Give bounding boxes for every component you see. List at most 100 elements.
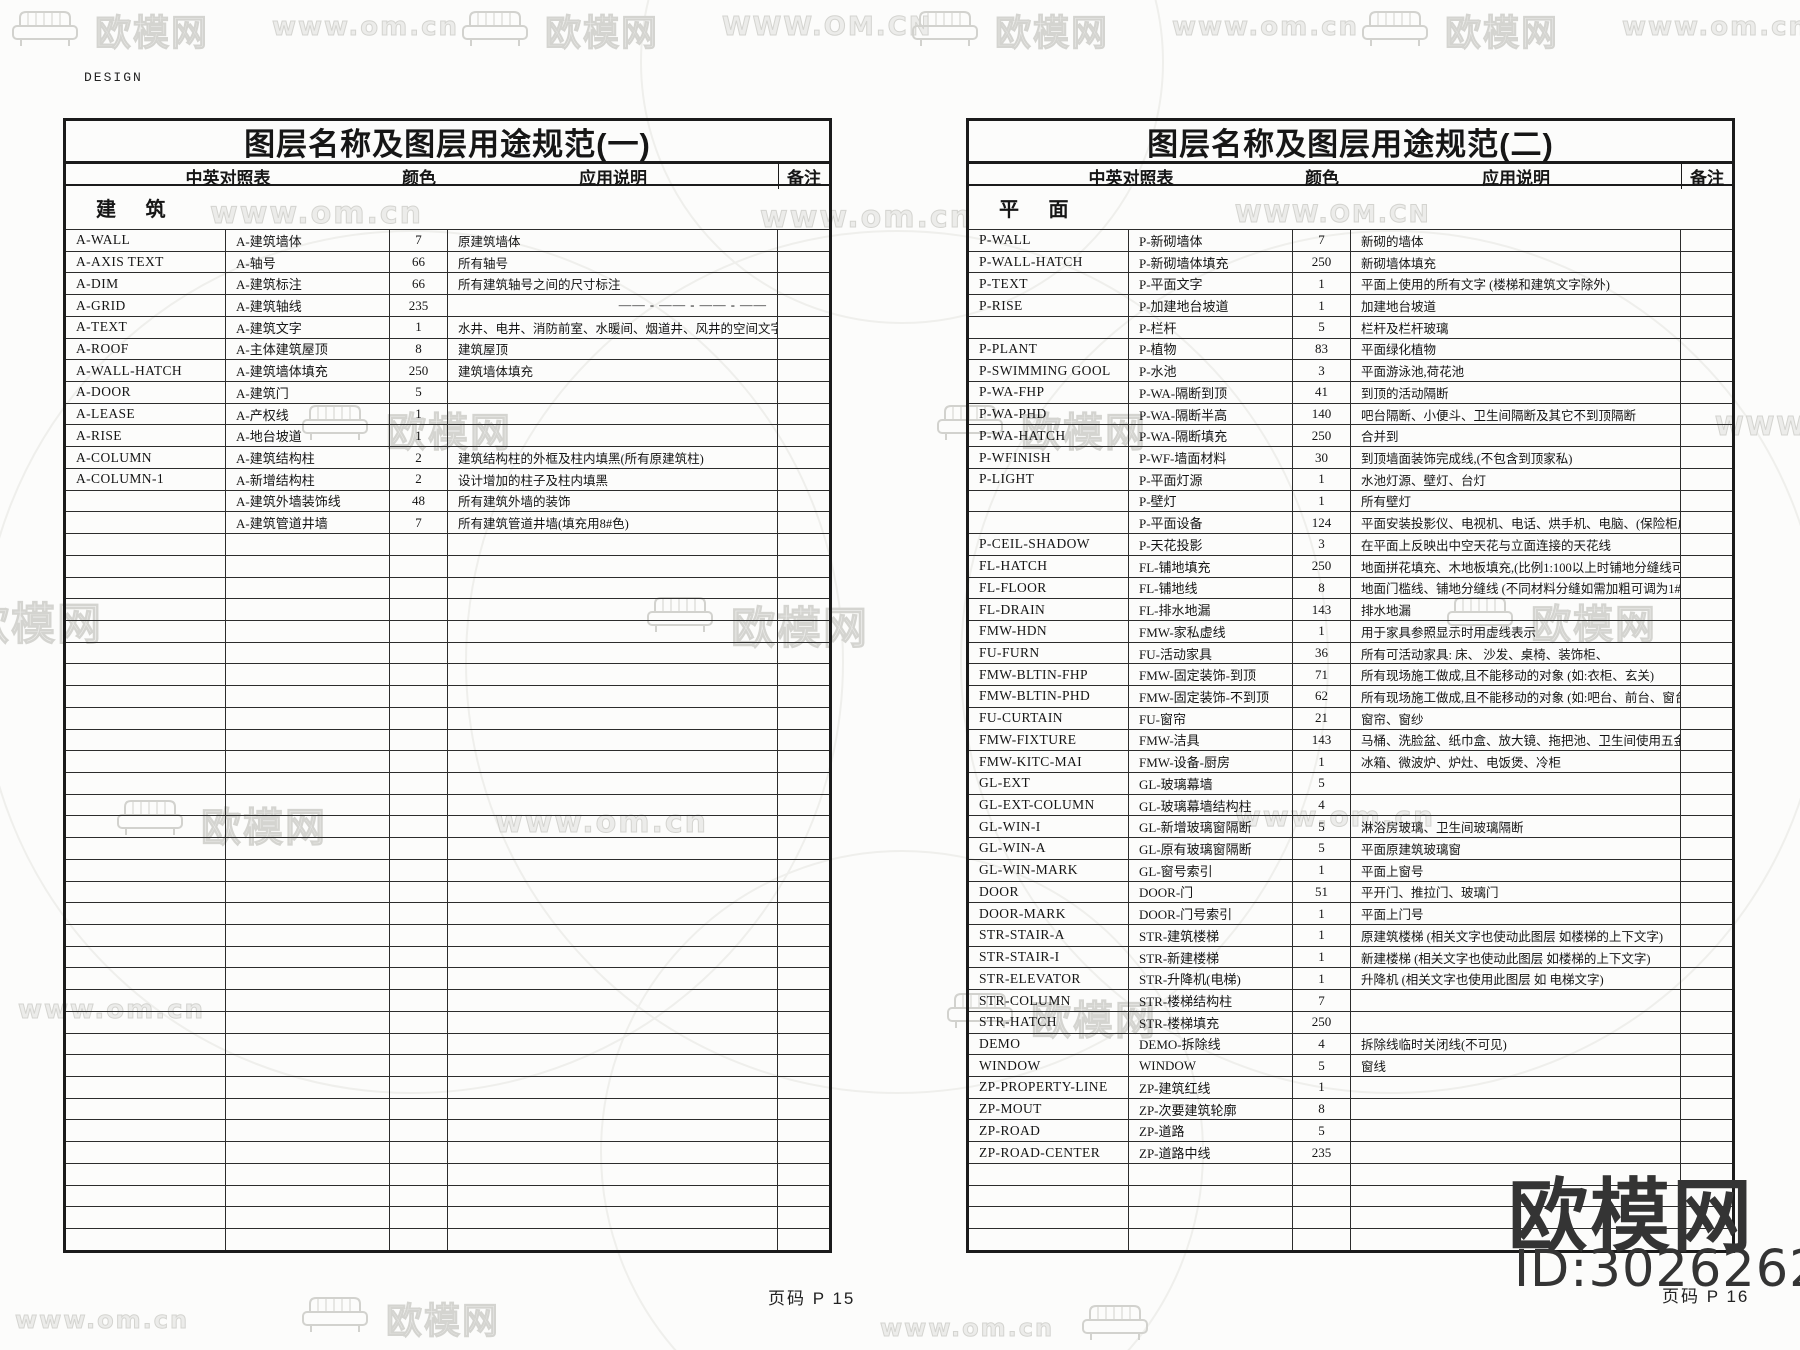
layer-name-en: WINDOW bbox=[969, 1055, 1129, 1077]
layer-color: 250 bbox=[1293, 251, 1351, 273]
layer-color: 1 bbox=[1293, 903, 1351, 924]
layer-color bbox=[390, 1033, 448, 1055]
layer-usage bbox=[448, 425, 778, 447]
remark-cell bbox=[1681, 903, 1732, 924]
layer-color: 5 bbox=[1293, 838, 1351, 859]
layer-name-cn bbox=[226, 686, 390, 707]
remark-cell bbox=[1681, 556, 1732, 577]
layer-name-en bbox=[66, 1033, 226, 1055]
layer-name-en bbox=[66, 903, 226, 924]
remark-cell bbox=[1681, 1077, 1732, 1098]
remark-cell bbox=[778, 990, 829, 1011]
watermark-text: 欧模网 bbox=[994, 13, 1110, 55]
layer-usage bbox=[448, 1055, 778, 1077]
layer-usage bbox=[448, 620, 778, 642]
layer-usage bbox=[448, 1098, 778, 1120]
layer-usage bbox=[448, 794, 778, 816]
watermark-text: 欧模网 bbox=[94, 13, 210, 55]
layer-usage: 冰箱、微波炉、炉灶、电饭煲、冷柜 bbox=[1351, 751, 1681, 772]
layer-usage bbox=[448, 1011, 778, 1033]
sofa-logo-icon bbox=[910, 6, 980, 50]
layer-name-cn: ZP-建筑红线 bbox=[1129, 1077, 1293, 1098]
layer-color: 7 bbox=[390, 230, 448, 251]
remark-cell bbox=[778, 751, 829, 772]
layer-usage bbox=[448, 1207, 778, 1229]
remark-cell bbox=[1681, 425, 1732, 446]
watermark-text: www.om.cn bbox=[14, 1306, 190, 1335]
layer-color bbox=[390, 903, 448, 924]
layer-usage bbox=[1351, 772, 1681, 794]
layer-name-en bbox=[66, 751, 226, 772]
remark-cell bbox=[778, 317, 829, 338]
layer-usage: 平面游泳池,荷花池 bbox=[1351, 360, 1681, 382]
table-row: P-SWIMMING GOOL P-水池 3 平面游泳池,荷花池 bbox=[969, 359, 1732, 382]
layer-name-cn: ZP-次要建筑轮廓 bbox=[1129, 1098, 1293, 1120]
remark-cell bbox=[1681, 273, 1732, 294]
layer-color bbox=[390, 1098, 448, 1120]
layer-name-en: P-PLANT bbox=[969, 338, 1129, 360]
layer-name-en bbox=[969, 1163, 1129, 1185]
layer-usage: 在平面上反映出中空天花与立面连接的天花线 bbox=[1351, 534, 1681, 555]
layer-name-cn bbox=[226, 838, 390, 859]
column-header-usage: 应用说明 bbox=[579, 169, 647, 188]
layer-color: 7 bbox=[1293, 230, 1351, 251]
layer-usage bbox=[1351, 794, 1681, 816]
layer-usage bbox=[448, 403, 778, 425]
empty-row bbox=[66, 967, 829, 990]
layer-name-cn bbox=[226, 903, 390, 924]
layer-color: 1 bbox=[1293, 490, 1351, 512]
layer-name-en bbox=[66, 1055, 226, 1077]
layer-color: 41 bbox=[1293, 382, 1351, 403]
layer-name-en bbox=[66, 1120, 226, 1142]
layer-color bbox=[390, 1011, 448, 1033]
layer-name-en bbox=[66, 772, 226, 794]
remark-cell bbox=[1681, 512, 1732, 533]
empty-row bbox=[66, 793, 829, 816]
layer-color: 5 bbox=[1293, 816, 1351, 838]
table-row: A-AXIS TEXT A-轴号 66 所有轴号 bbox=[66, 250, 829, 273]
layer-name-en bbox=[969, 316, 1129, 338]
layer-name-cn bbox=[226, 642, 390, 664]
layer-name-en bbox=[66, 729, 226, 751]
remark-cell bbox=[778, 643, 829, 664]
layer-color bbox=[390, 1229, 448, 1250]
layer-usage bbox=[448, 859, 778, 881]
remark-cell bbox=[1681, 708, 1732, 729]
spec-page-2: 图层名称及图层用途规范(二) 中英对照表 颜色 应用说明 备注 平 面 P-WA… bbox=[966, 118, 1735, 1253]
layer-name-cn bbox=[226, 1207, 390, 1229]
layer-usage: 所有现场施工做成,且不能移动的对象 (如:衣柜、玄关) bbox=[1351, 664, 1681, 686]
layer-color: 5 bbox=[1293, 772, 1351, 794]
layer-usage: 平面原建筑玻璃窗 bbox=[1351, 838, 1681, 859]
layer-usage: 建筑墙体填充 bbox=[448, 360, 778, 382]
layer-name-en: A-ROOF bbox=[66, 338, 226, 360]
layer-color bbox=[390, 599, 448, 620]
remark-cell bbox=[1681, 491, 1732, 512]
sofa-logo-icon bbox=[1360, 6, 1430, 50]
layer-color bbox=[390, 968, 448, 990]
layer-name-cn: P-天花投影 bbox=[1129, 534, 1293, 555]
sofa-logo-icon bbox=[300, 1292, 370, 1336]
layer-color: 140 bbox=[1293, 403, 1351, 425]
layer-usage bbox=[1351, 1163, 1681, 1185]
layer-name-en bbox=[66, 968, 226, 990]
layer-name-en: P-TEXT bbox=[969, 273, 1129, 295]
layer-color: 7 bbox=[390, 512, 448, 534]
table-row: A-DOOR A-建筑门 5 bbox=[66, 381, 829, 403]
remark-cell bbox=[778, 1034, 829, 1055]
section-label: 平 面 bbox=[999, 199, 1081, 221]
empty-row bbox=[66, 554, 829, 577]
layer-usage bbox=[448, 555, 778, 577]
layer-usage bbox=[448, 686, 778, 707]
layer-usage: 平开门、推拉门、玻璃门 bbox=[1351, 881, 1681, 903]
layer-color: 4 bbox=[1293, 1033, 1351, 1055]
remark-cell bbox=[778, 599, 829, 620]
remark-cell bbox=[778, 1099, 829, 1120]
layer-name-en bbox=[66, 620, 226, 642]
layer-usage: 栏杆及栏杆玻璃 bbox=[1351, 316, 1681, 338]
layer-usage bbox=[1351, 1142, 1681, 1163]
design-label: DESIGN bbox=[84, 70, 143, 85]
remark-cell bbox=[1681, 664, 1732, 685]
remark-cell bbox=[778, 947, 829, 968]
layer-name-cn: P-水池 bbox=[1129, 360, 1293, 382]
layer-usage: 原建筑墙体 bbox=[448, 230, 778, 251]
